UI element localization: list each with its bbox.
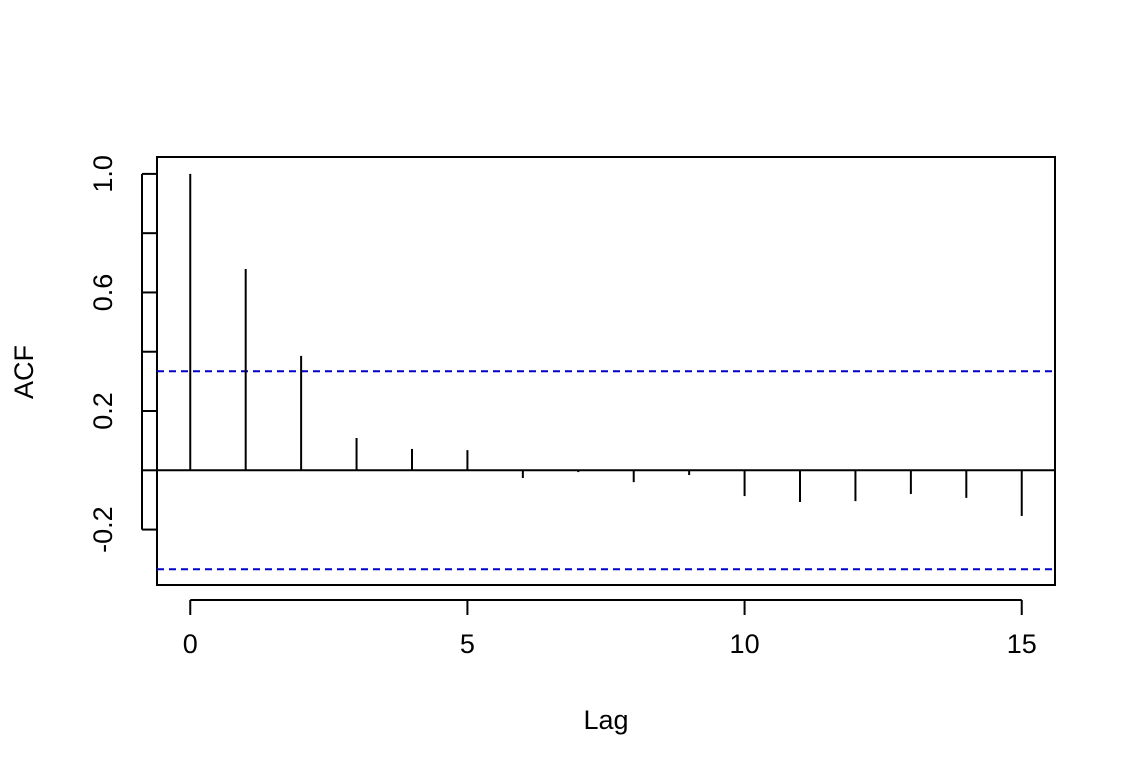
y-tick-label: 0.2	[88, 392, 118, 430]
y-tick-label: -0.2	[88, 506, 118, 553]
y-tick-label: 1.0	[88, 155, 118, 193]
x-tick-label: 0	[183, 629, 198, 659]
y-axis-label: ACF	[9, 345, 39, 399]
x-axis-label: Lag	[583, 705, 628, 735]
x-tick-label: 5	[460, 629, 475, 659]
y-tick-label: 0.6	[88, 274, 118, 312]
x-tick-label: 15	[1007, 629, 1037, 659]
x-tick-label: 10	[730, 629, 760, 659]
